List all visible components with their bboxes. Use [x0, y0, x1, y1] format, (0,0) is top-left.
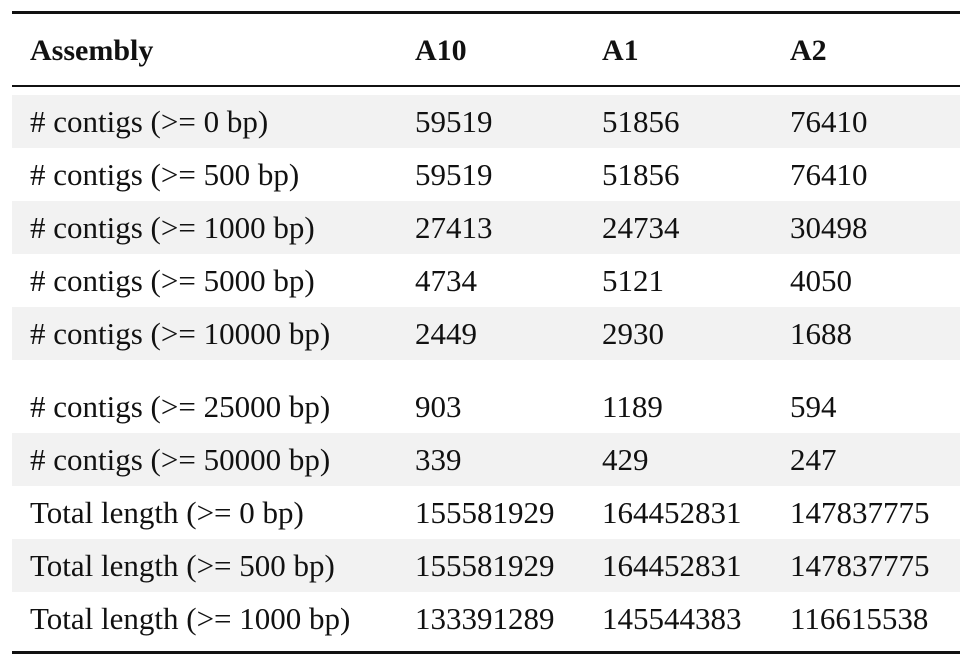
top-rule — [12, 11, 960, 14]
row-label: Assembly — [30, 34, 154, 67]
table-row: # contigs (>= 0 bp) 59519 51856 76410 — [12, 95, 960, 148]
cell-value: 51856 — [602, 104, 680, 139]
cell-value: 429 — [602, 442, 649, 477]
bottom-rule — [12, 651, 960, 654]
row-label: Total length (>= 0 bp) — [30, 495, 304, 530]
row-label: Total length (>= 500 bp) — [30, 548, 335, 583]
cell-value: A10 — [415, 34, 467, 67]
cell-value: 903 — [415, 389, 462, 424]
cell-value: 5121 — [602, 263, 664, 298]
cell-value: 2930 — [602, 316, 664, 351]
row-label: # contigs (>= 1000 bp) — [30, 210, 315, 245]
cell-value: 133391289 — [415, 601, 555, 636]
table-row: # contigs (>= 50000 bp) 339 429 247 — [12, 433, 960, 486]
cell-value: 76410 — [790, 104, 868, 139]
cell-value: 1688 — [790, 316, 852, 351]
row-label: # contigs (>= 0 bp) — [30, 104, 269, 139]
table-row: Total length (>= 500 bp) 155581929 1644528… — [12, 539, 960, 592]
table-row: # contigs (>= 500 bp) 59519 51856 76410 — [12, 148, 960, 201]
cell-value: 339 — [415, 442, 462, 477]
cell-value: A1 — [602, 34, 639, 67]
cell-value: 51856 — [602, 157, 680, 192]
table-row: # contigs (>= 1000 bp) 27413 24734 30498 — [12, 201, 960, 254]
cell-value: 1189 — [602, 389, 663, 424]
cell-value: 27413 — [415, 210, 493, 245]
cell-value: A2 — [790, 34, 827, 67]
cell-value: 116615538 — [790, 601, 929, 636]
row-label: # contigs (>= 500 bp) — [30, 157, 300, 192]
cell-value: 145544383 — [602, 601, 742, 636]
cell-value: 30498 — [790, 210, 868, 245]
table-row: # contigs (>= 10000 bp) 2449 2930 1688 — [12, 307, 960, 360]
cell-value: 24734 — [602, 210, 680, 245]
cell-value: 155581929 — [415, 548, 555, 583]
cell-value: 164452831 — [602, 548, 742, 583]
table-row: # contigs (>= 25000 bp) 903 1189 594 — [12, 380, 960, 433]
table-row: Total length (>= 1000 bp) 133391289 145544… — [12, 592, 960, 645]
row-label: # contigs (>= 25000 bp) — [30, 389, 331, 424]
table-row: Total length (>= 0 bp) 155581929 164452831… — [12, 486, 960, 539]
cell-value: 247 — [790, 442, 837, 477]
cell-value: 594 — [790, 389, 837, 424]
header-row: Assembly A10 A1 A2 — [12, 24, 960, 77]
cell-value: 164452831 — [602, 495, 742, 530]
cell-value: 76410 — [790, 157, 868, 192]
cell-value: 4050 — [790, 263, 852, 298]
cell-value: 147837775 — [790, 548, 930, 583]
row-label: # contigs (>= 50000 bp) — [30, 442, 331, 477]
row-label: # contigs (>= 10000 bp) — [30, 316, 331, 351]
header-rule — [12, 85, 960, 87]
cell-value: 59519 — [415, 104, 493, 139]
row-label: # contigs (>= 5000 bp) — [30, 263, 315, 298]
cell-value: 59519 — [415, 157, 493, 192]
table-row: # contigs (>= 5000 bp) 4734 5121 4050 — [12, 254, 960, 307]
cell-value: 147837775 — [790, 495, 930, 530]
cell-value: 2449 — [415, 316, 477, 351]
row-label: Total length (>= 1000 bp) — [30, 601, 351, 636]
cell-value: 4734 — [415, 263, 477, 298]
cell-value: 155581929 — [415, 495, 555, 530]
